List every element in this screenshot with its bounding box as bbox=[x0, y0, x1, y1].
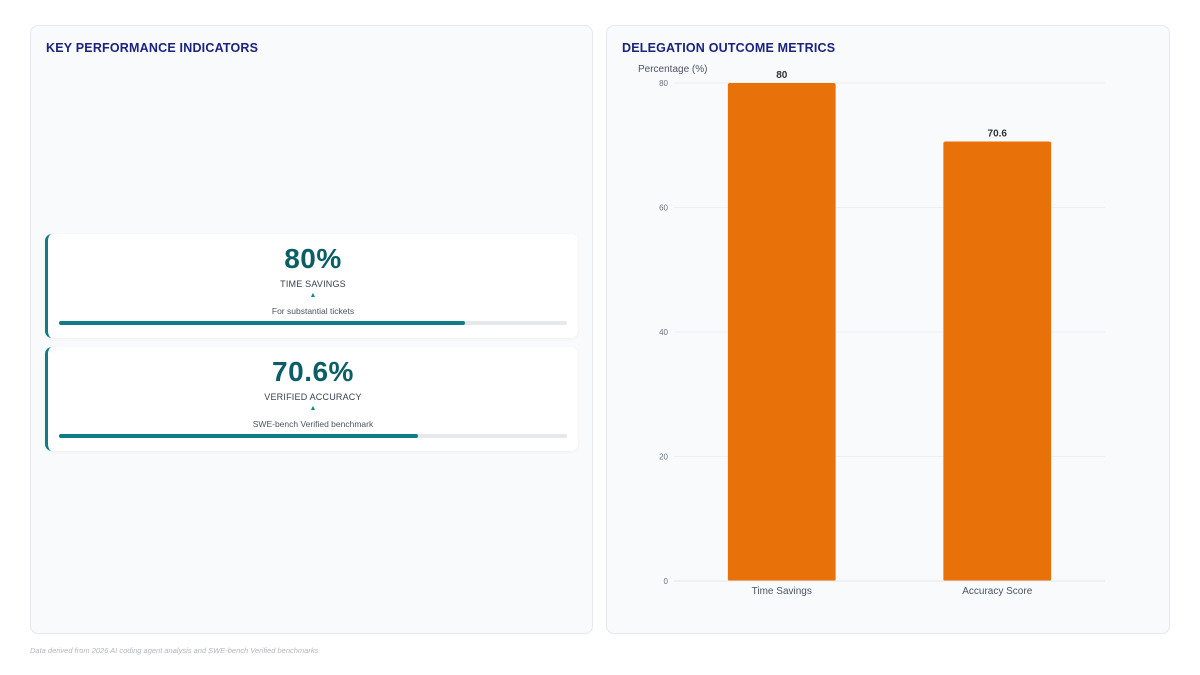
kpi-label: TIME SAVINGS bbox=[280, 279, 346, 289]
kpi-progress-track bbox=[59, 434, 567, 438]
kpi-value: 80% bbox=[284, 243, 342, 274]
kpi-progress-fill bbox=[59, 321, 466, 325]
kpi-card-time-savings: 80% TIME SAVINGS ▲ For substantial ticke… bbox=[45, 234, 578, 338]
bar bbox=[943, 141, 1052, 581]
kpi-card-verified-accuracy: 70.6% VERIFIED ACCURACY ▲ SWE-bench Veri… bbox=[45, 347, 578, 451]
kpi-progress-fill bbox=[59, 434, 418, 438]
bar-value-label: 70.6 bbox=[988, 129, 1008, 140]
chart-panel: DELEGATION OUTCOME METRICS 0 20 40 60 80 Perc… bbox=[606, 25, 1170, 634]
kpi-value: 70.6% bbox=[272, 356, 354, 387]
kpi-panel: KEY PERFORMANCE INDICATORS 80% TIME SAVI… bbox=[30, 25, 593, 634]
kpi-label: VERIFIED ACCURACY bbox=[264, 392, 362, 402]
x-tick-label: Time Savings bbox=[752, 586, 812, 597]
kpi-panel-title: KEY PERFORMANCE INDICATORS bbox=[46, 41, 259, 55]
bar-value-label: 80 bbox=[776, 70, 788, 81]
y-tick-label: 80 bbox=[659, 79, 668, 88]
y-axis-label: Percentage (%) bbox=[638, 64, 707, 75]
trend-up-icon: ▲ bbox=[309, 405, 317, 412]
kpi-subtext: SWE-bench Verified benchmark bbox=[252, 419, 374, 429]
y-tick-label: 20 bbox=[659, 453, 668, 462]
x-tick-label: Accuracy Score bbox=[962, 586, 1032, 597]
y-tick-label: 40 bbox=[659, 328, 668, 337]
trend-up-icon: ▲ bbox=[309, 292, 317, 299]
footnote: Data derived from 2026 AI coding agent a… bbox=[30, 646, 319, 655]
y-tick-label: 0 bbox=[664, 577, 669, 586]
bar-chart: 0 20 40 60 80 Percentage (%) 80 Time Savings 70.… bbox=[638, 64, 1105, 597]
bar bbox=[727, 83, 836, 581]
y-tick-label: 60 bbox=[659, 204, 668, 213]
kpi-progress-track bbox=[59, 321, 567, 325]
kpi-subtext: For substantial tickets bbox=[271, 306, 355, 316]
chart-panel-title: DELEGATION OUTCOME METRICS bbox=[622, 41, 836, 55]
